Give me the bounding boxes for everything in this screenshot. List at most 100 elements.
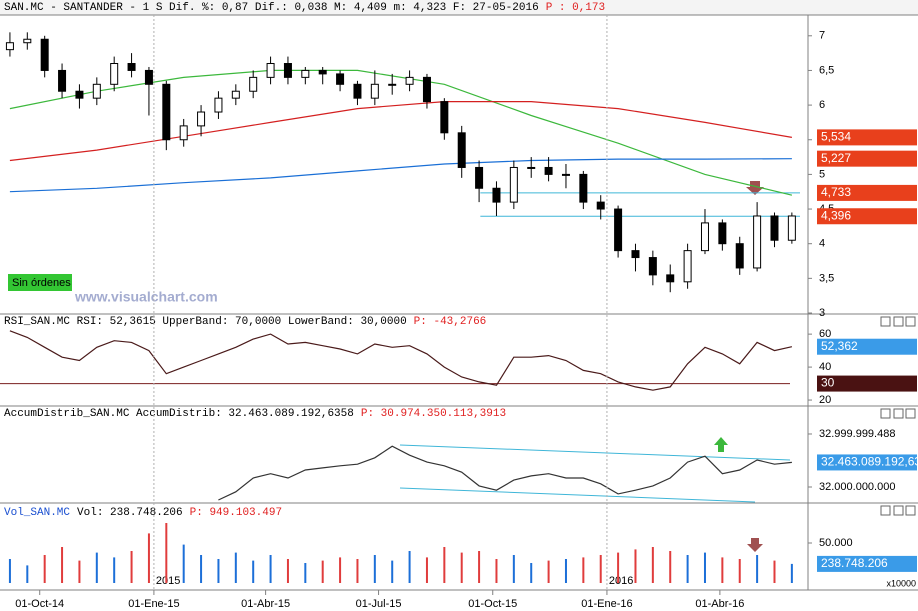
value-tag — [817, 129, 917, 146]
trend-line — [399, 487, 756, 503]
close-button[interactable] — [905, 505, 916, 516]
value-tag — [817, 338, 917, 355]
volume-bar — [530, 563, 533, 583]
value-tag-label: 4,733 — [821, 185, 851, 199]
candle-body — [527, 166, 536, 169]
candle-body — [162, 83, 171, 141]
y-tick-label: 32.000.000.000 — [819, 481, 895, 493]
year-label: 2015 — [156, 575, 180, 587]
maximize-button[interactable] — [893, 505, 904, 516]
y-tick-label: 4 — [819, 238, 825, 250]
candle-body — [631, 250, 640, 259]
x-tick-label: 01-Oct-15 — [468, 598, 517, 610]
candle-body — [92, 83, 101, 99]
volume-bar — [703, 552, 706, 583]
close-button[interactable] — [905, 316, 916, 327]
volume-bar — [478, 551, 481, 583]
maximize-button[interactable] — [893, 408, 904, 419]
candle-body — [457, 132, 466, 168]
volume-bar — [26, 565, 29, 583]
volume-bar — [304, 563, 307, 583]
candle-body — [23, 38, 32, 44]
value-tag-label: 238.748.206 — [821, 556, 888, 570]
minimize-button[interactable] — [880, 505, 891, 516]
candle-body — [318, 69, 327, 75]
candle-body — [683, 250, 692, 283]
volume-bar — [651, 547, 654, 583]
volume-bar — [495, 559, 498, 583]
panel-title: AccumDistrib_SAN.MC AccumDistrib: 32.463… — [4, 408, 354, 420]
volume-bar — [8, 559, 11, 583]
value-tag — [817, 150, 917, 167]
volume-bar — [617, 552, 620, 583]
candle-body — [266, 63, 275, 78]
volume-bar — [339, 557, 342, 583]
value-tag-label: 30 — [821, 376, 835, 390]
candle-body — [283, 63, 292, 78]
candle-body — [561, 173, 570, 176]
panel-title: Vol: 238.748.206 — [77, 507, 183, 519]
x-tick-label: 01-Oct-14 — [15, 598, 64, 610]
x-tick-label: 01-Ene-15 — [128, 598, 179, 610]
volume-bar — [252, 560, 255, 583]
candle-body — [718, 222, 727, 245]
candle-body — [666, 274, 675, 283]
y-tick-label: 32.999.999.488 — [819, 428, 895, 440]
candle-body — [197, 111, 206, 127]
candle-body — [110, 63, 119, 85]
indicator-line — [218, 445, 792, 501]
candle-body — [475, 166, 484, 189]
volume-bar — [95, 552, 98, 583]
volume-bar — [773, 560, 776, 583]
panel-title: SAN.MC - SANTANDER - 1 S Dif. %: 0,87 Di… — [4, 2, 539, 14]
candle-body — [614, 208, 623, 252]
volume-bar — [408, 551, 411, 583]
indicator-line — [9, 330, 793, 391]
panel-frames — [0, 14, 918, 591]
volume-bar — [547, 560, 550, 583]
maximize-button[interactable] — [893, 316, 904, 327]
candle-body — [144, 69, 153, 85]
volume-bar — [756, 555, 759, 583]
minimize-button[interactable] — [880, 316, 891, 327]
panel-subtitle: P: 30.974.350.113,3913 — [361, 408, 506, 420]
y-tick-label: 50.000 — [819, 537, 853, 549]
x-tick-label: 01-Ene-16 — [581, 598, 632, 610]
volume-bar — [234, 552, 237, 583]
trend-line — [399, 444, 791, 461]
header-bar — [0, 0, 918, 15]
candle-body — [40, 38, 49, 71]
candle-body — [127, 63, 136, 71]
candle-body — [75, 90, 84, 99]
volume-bar — [43, 555, 46, 583]
close-button[interactable] — [905, 408, 916, 419]
candle-body — [700, 222, 709, 252]
y-tick-label: 3 — [819, 307, 825, 319]
candle-body — [388, 83, 397, 86]
panel-name: Vol_SAN.MC — [4, 507, 70, 519]
panel-subtitle: P: 949.103.497 — [190, 507, 282, 519]
volume-bar — [669, 551, 672, 583]
volume-bar — [564, 559, 567, 583]
y-tick-label: 40 — [819, 361, 831, 373]
status-box — [8, 274, 72, 291]
year-label: 2016 — [609, 575, 633, 587]
y-tick-label: 7 — [819, 30, 825, 42]
panel-buttons[interactable] — [880, 316, 916, 516]
value-tag-label: 5,534 — [821, 130, 851, 144]
candle-body — [596, 201, 605, 210]
volume-bar — [61, 547, 64, 583]
value-tag-label: 5,227 — [821, 151, 851, 165]
candle-body — [301, 69, 310, 78]
value-tag — [817, 454, 917, 471]
minimize-button[interactable] — [880, 408, 891, 419]
volume-bar — [721, 557, 724, 583]
candle-body — [770, 215, 779, 241]
candle-body — [509, 166, 518, 203]
value-tag — [817, 184, 917, 201]
value-tag — [817, 555, 917, 572]
candle-body — [231, 90, 240, 99]
volume-bar — [425, 557, 428, 583]
x-tick-label: 01-Abr-15 — [241, 598, 290, 610]
